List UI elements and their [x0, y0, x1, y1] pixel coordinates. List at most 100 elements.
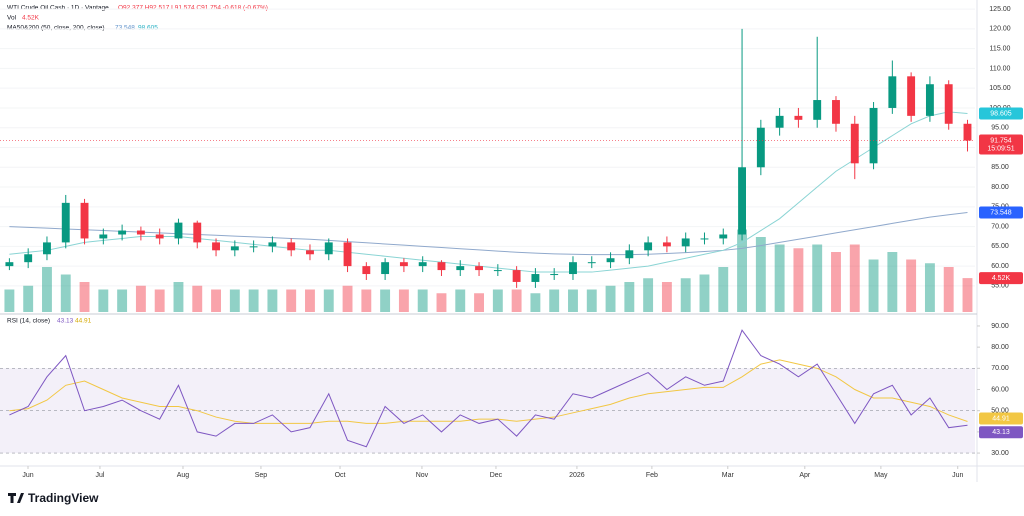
- candle-body: [306, 250, 314, 255]
- candle-body: [907, 76, 916, 116]
- candle-body: [738, 167, 746, 235]
- ma200-tag: 73.548: [990, 209, 1012, 216]
- ma200-line: [9, 212, 968, 256]
- candle-body: [418, 262, 427, 267]
- volume-bar: [887, 252, 898, 312]
- countdown: 15:09:51: [987, 145, 1014, 152]
- candle-body: [399, 262, 408, 267]
- x-tick-label: Oct: [335, 472, 346, 479]
- candle-body: [794, 115, 803, 120]
- volume-bar: [774, 244, 785, 312]
- x-tick-label: Jun: [22, 472, 33, 479]
- last-price-tag-bg: [979, 134, 1023, 155]
- rsi-title: RSI (14, close): [7, 318, 50, 325]
- candle-body: [775, 115, 784, 128]
- volume-bar: [436, 293, 447, 312]
- y-tick-label: 105.00: [989, 85, 1011, 92]
- candle-body: [587, 262, 596, 264]
- x-tick-label: Jul: [95, 472, 104, 479]
- volume-bar: [398, 289, 409, 312]
- x-tick-label: Sep: [255, 472, 268, 479]
- y-tick-label: 115.00: [990, 45, 1011, 52]
- volume-bar: [549, 289, 560, 312]
- y-tick-label: 55.00: [991, 283, 1009, 290]
- candle-body: [437, 262, 446, 271]
- volume-bar: [755, 237, 766, 312]
- volume-bar: [323, 289, 334, 312]
- rsi-tick-label: 30.00: [991, 450, 1009, 457]
- ma200-last: 73.548: [115, 25, 135, 32]
- candle-body: [569, 262, 577, 275]
- x-tick-label: 2026: [569, 472, 585, 479]
- volume-bar: [60, 274, 71, 312]
- candle-body: [324, 242, 333, 255]
- volume-bar: [962, 278, 973, 312]
- volume-tag: 4.52K: [992, 275, 1011, 282]
- rsi-tick-label: 60.00: [991, 386, 1009, 393]
- volume-bar: [361, 289, 372, 312]
- candle-body: [963, 123, 972, 141]
- rsi-ma-line: [9, 359, 968, 424]
- y-tick-label: 65.00: [991, 243, 1009, 250]
- volume-bar: [718, 267, 729, 312]
- candle-body: [268, 242, 277, 247]
- candle-body: [719, 234, 728, 239]
- volume-bar: [4, 289, 15, 312]
- volume-bar: [492, 289, 503, 312]
- candle-body: [212, 242, 220, 251]
- rsi-ma-tag: 44.91: [992, 415, 1010, 422]
- volume-bar: [229, 289, 240, 312]
- volume-bar: [474, 293, 484, 312]
- volume-bar: [699, 274, 710, 312]
- volume-bar: [680, 278, 691, 312]
- volume-bar: [154, 289, 165, 312]
- ma50-line: [9, 111, 968, 273]
- volume-bar: [943, 267, 954, 312]
- brand: TradingView: [28, 491, 99, 505]
- volume-bar: [286, 289, 297, 312]
- candle-body: [832, 100, 840, 124]
- volume-bar: [906, 259, 917, 312]
- y-tick-label: 70.00: [991, 223, 1009, 230]
- candle-body: [362, 266, 371, 275]
- ma50-tag: 98.605: [990, 110, 1012, 117]
- candle-body: [193, 222, 202, 243]
- ma50-last: 98.605: [138, 25, 158, 32]
- candle-body: [850, 123, 859, 164]
- rsi-ma-last: 44.91: [75, 318, 92, 325]
- volume-bar: [737, 229, 747, 312]
- rsi-tick-label: 50.00: [991, 408, 1009, 415]
- ma50-tag-bg: [979, 107, 1023, 120]
- rsi-tick-label: 90.00: [991, 323, 1009, 330]
- candle-body: [756, 127, 765, 168]
- volume-tag-bg: [979, 272, 1023, 285]
- rsi-tick-label: 70.00: [991, 365, 1009, 372]
- volume-bar: [812, 244, 823, 312]
- candle-body: [381, 262, 390, 275]
- y-tick-label: 120.00: [989, 26, 1011, 33]
- candle-body: [155, 234, 164, 239]
- volume-bar: [79, 282, 90, 312]
- rsi-line: [9, 329, 968, 448]
- volume-bar: [248, 289, 259, 312]
- y-tick-label: 110.00: [990, 65, 1011, 72]
- candle-body: [681, 238, 690, 247]
- candle-body: [925, 84, 934, 116]
- y-tick-label: 80.00: [991, 184, 1009, 191]
- candle-body: [531, 274, 540, 282]
- volume-bar: [605, 285, 616, 312]
- candle-body: [456, 266, 465, 271]
- volume-bar: [643, 278, 654, 312]
- volume-bar: [211, 289, 221, 312]
- volume-bar: [831, 252, 841, 312]
- last-price-tag: 91.754: [990, 137, 1012, 144]
- volume-bar: [868, 259, 879, 312]
- symbol-title: WTI Crude Oil Cash · 1D · Vantage: [7, 5, 109, 12]
- candle-body: [644, 242, 653, 251]
- volume-last: 4.52K: [22, 15, 40, 22]
- volume-bar: [117, 289, 128, 312]
- volume-bar: [135, 285, 146, 312]
